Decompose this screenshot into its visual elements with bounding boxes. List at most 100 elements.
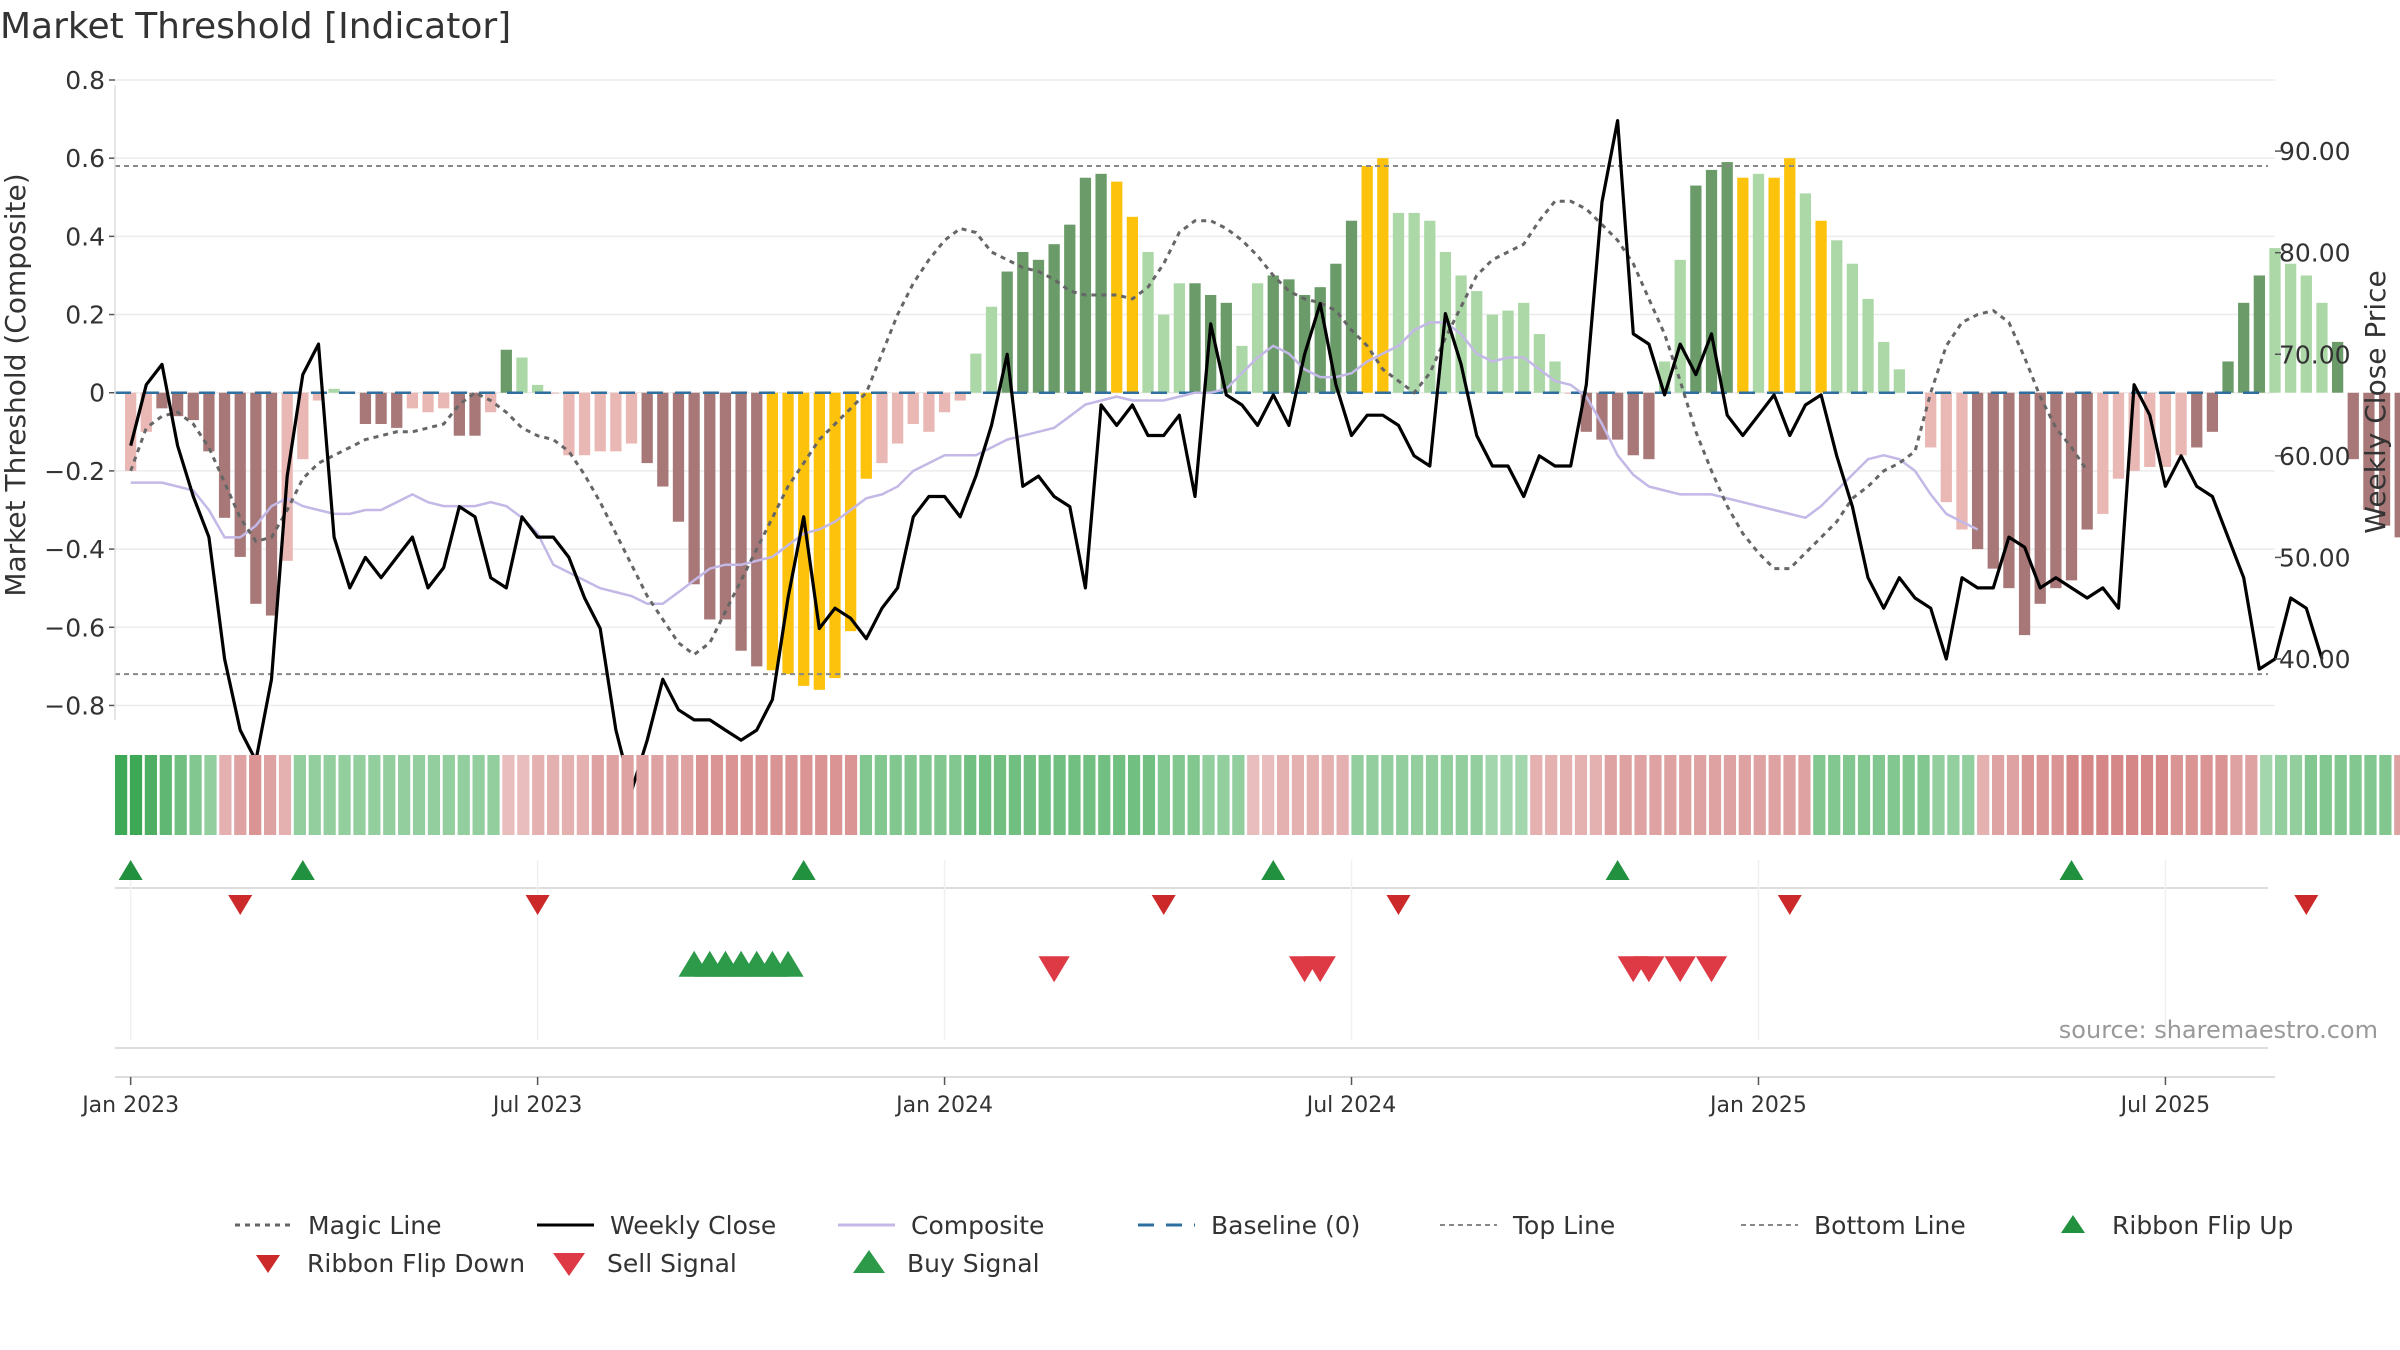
ribbon-cell <box>2275 755 2288 835</box>
ribbon-cell <box>1604 755 1617 835</box>
sell-signal-marker <box>1304 956 1336 983</box>
ribbon-cell <box>949 755 962 835</box>
ribbon-cell <box>204 755 217 835</box>
composite-bar <box>1111 181 1123 393</box>
legend-label: Weekly Close <box>610 1211 776 1240</box>
composite-bar <box>1330 263 1342 393</box>
composite-bar <box>1158 314 1170 393</box>
ribbon-cell <box>1828 755 1841 835</box>
composite-bar <box>610 392 622 452</box>
composite-bar <box>406 392 419 409</box>
composite-bar <box>531 384 544 393</box>
ribbon-flip-up-marker <box>1261 860 1286 880</box>
composite-bar <box>1079 177 1092 393</box>
legend-item-bottom: Bottom Line <box>1741 1211 1966 1240</box>
ribbon-cell <box>2140 755 2154 835</box>
ribbon-flip-up-marker <box>1605 860 1630 880</box>
ribbon-cell <box>1708 755 1722 835</box>
composite-bar <box>2097 392 2109 514</box>
composite-bar <box>203 392 215 452</box>
composite-bar <box>187 392 199 421</box>
legend-label: Baseline (0) <box>1211 1211 1360 1240</box>
ribbon-cell <box>1723 755 1737 835</box>
ribbon-flip-down-marker <box>1777 895 1802 915</box>
legend-item-close: Weekly Close <box>537 1211 776 1240</box>
ribbon-strip <box>115 755 2400 835</box>
composite-bar <box>782 392 794 675</box>
composite-bar <box>923 392 935 432</box>
ribbon-cell <box>1127 755 1141 835</box>
legend-item-composite: Composite <box>838 1211 1044 1240</box>
composite-bar <box>375 392 387 424</box>
right-tick-label: 80.00 <box>2279 239 2351 268</box>
composite-line <box>130 321 1979 606</box>
legend-label: Ribbon Flip Down <box>307 1249 525 1278</box>
composite-bar <box>1017 252 1029 393</box>
composite-bar <box>672 392 685 522</box>
ribbon-cell <box>800 755 813 835</box>
composite-bar <box>1126 216 1139 393</box>
ribbon-cell <box>1485 755 1498 835</box>
composite-bar <box>1298 295 1311 393</box>
ribbon-cell <box>144 755 158 835</box>
ribbon-cell <box>1679 755 1692 835</box>
ribbon-flip-up-marker <box>791 860 816 880</box>
composite-bar <box>2394 392 2400 538</box>
legend-item-top: Top Line <box>1440 1211 1615 1240</box>
legend-label: Composite <box>911 1211 1044 1240</box>
ribbon-cell <box>755 755 768 835</box>
composite-bar <box>391 392 403 428</box>
sell-signal-marker <box>1695 956 1728 983</box>
ribbon-cell <box>725 755 738 835</box>
ribbon-cell <box>2230 755 2243 835</box>
ribbon-cell <box>1634 755 1647 835</box>
ribbon-cell <box>353 755 366 835</box>
ribbon-cell <box>472 755 485 835</box>
composite-bar <box>1643 392 1655 460</box>
composite-bar <box>1236 345 1248 393</box>
legend-item-magic: Magic Line <box>235 1211 442 1240</box>
legend-label: Ribbon Flip Up <box>2112 1211 2293 1240</box>
composite-bar <box>813 392 825 690</box>
composite-bar <box>328 388 340 393</box>
composite-bar <box>1987 392 1999 569</box>
composite-bar <box>641 392 653 464</box>
ribbon-cell <box>561 755 575 835</box>
ribbon-cell <box>457 755 470 835</box>
composite-bar <box>1518 302 1530 393</box>
composite-bar <box>2347 392 2359 460</box>
ribbon-cell <box>293 755 306 835</box>
legend-label: Magic Line <box>308 1211 442 1240</box>
ribbon-cell <box>1366 755 1379 835</box>
ribbon-cell <box>1455 755 1468 835</box>
ribbon-cell <box>1306 755 1319 835</box>
composite-bar <box>2003 392 2015 589</box>
ribbon-cell <box>115 755 128 835</box>
left-axis-label: Market Threshold (Composite) <box>0 173 32 596</box>
ribbon-cell <box>308 755 321 835</box>
ribbon-cell <box>1172 755 1185 835</box>
ribbon-cell <box>412 755 426 835</box>
ribbon-cell <box>1217 755 1230 835</box>
composite-bar <box>1878 341 1890 393</box>
legend-swatch <box>2061 1215 2085 1233</box>
ribbon-cell <box>1619 755 1632 835</box>
composite-bar <box>1095 173 1107 393</box>
composite-bar <box>1658 361 1671 393</box>
composite-bar <box>970 353 982 393</box>
ribbon-cell <box>2111 755 2124 835</box>
composite-bar <box>1721 162 1733 393</box>
composite-bar <box>2159 392 2172 467</box>
ribbon-cell <box>1932 755 1945 835</box>
ribbon-cell <box>2304 755 2318 835</box>
ribbon-flip-up-marker <box>290 860 315 880</box>
ribbon-cell <box>1470 755 1483 835</box>
ribbon-cell <box>427 755 441 835</box>
x-tick-label: Jan 2023 <box>80 1093 179 1118</box>
ribbon-cell <box>1783 755 1796 835</box>
ribbon-cell <box>1023 755 1036 835</box>
ribbon-cell <box>532 755 545 835</box>
ribbon-cell <box>2036 755 2049 835</box>
ribbon-cell <box>2319 755 2332 835</box>
ribbon-cell <box>2021 755 2034 835</box>
